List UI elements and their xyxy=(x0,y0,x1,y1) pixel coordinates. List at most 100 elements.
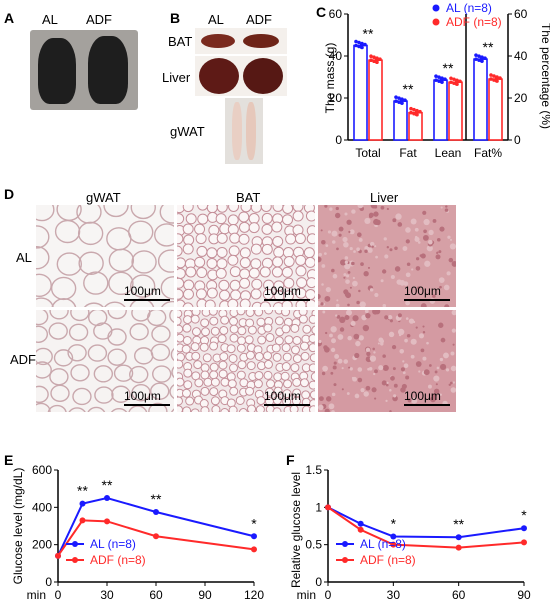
c-point xyxy=(412,107,416,112)
c-xtick-label: Lean xyxy=(435,146,462,160)
f-plot-legend-marker xyxy=(342,557,348,563)
c-point xyxy=(397,96,401,100)
scale-bar-1 xyxy=(124,299,170,301)
f-plot-significance: ** xyxy=(453,516,464,532)
e-plot-ytick-label: 0 xyxy=(45,575,52,589)
e-plot-point xyxy=(104,518,110,525)
f-plot-point xyxy=(455,534,462,541)
e-plot-point xyxy=(251,533,257,540)
scale-bar-3 xyxy=(404,299,450,301)
c-point xyxy=(415,112,419,117)
panel-b-row-gwat: gWAT xyxy=(170,124,205,139)
c-bar xyxy=(353,44,368,141)
chart-e: Glucose level (mg/dL) 0 200 400 600 0 30 60 90 1… xyxy=(11,463,264,602)
chart-e-ylabel: Glucose level (mg/dL) xyxy=(11,468,25,585)
c-y2tick-label: 40 xyxy=(514,49,528,63)
c-point xyxy=(415,108,419,113)
f-plot-ytick-label: 0.5 xyxy=(305,538,322,552)
c-point xyxy=(443,77,447,81)
f-plot-ytick-label: 0 xyxy=(315,575,322,589)
c-legend-label: ADF (n=8) xyxy=(446,15,502,29)
e-plot-point xyxy=(251,546,257,553)
f-plot-ytick-label: 1 xyxy=(315,500,322,514)
f-plot-point xyxy=(390,541,397,548)
c-point xyxy=(434,78,438,82)
panel-d-col-bat: BAT xyxy=(236,190,261,205)
f-plot-point xyxy=(325,504,331,511)
c-point xyxy=(360,45,364,50)
e-plot-point xyxy=(153,509,159,515)
c-point xyxy=(400,97,404,101)
e-plot-legend-marker xyxy=(72,541,78,547)
e-plot-point xyxy=(79,517,86,524)
c-bar xyxy=(473,58,488,141)
chart-c-plot: 0 20 40 60 0 20 40 60 Total ** Fat ** Lean ** Fat% ** AL… xyxy=(329,1,528,160)
gwat-photo xyxy=(225,98,263,164)
c-point xyxy=(480,59,484,63)
c-ytick-label: 0 xyxy=(335,133,342,147)
f-plot-xtick-label: 60 xyxy=(452,588,466,602)
bat-adf xyxy=(243,34,279,48)
f-plot-xtick-label: 90 xyxy=(517,588,531,602)
scale-text-5: 100μm xyxy=(264,389,301,403)
c-xtick-label: Fat% xyxy=(474,146,502,160)
c-point xyxy=(440,76,444,80)
gwat-adf xyxy=(246,102,256,160)
c-point xyxy=(477,58,481,62)
f-plot-ytick-label: 1.5 xyxy=(305,463,322,477)
e-plot-legend-marker xyxy=(72,557,78,563)
chart-c-y2label: The percentage (%) xyxy=(539,23,550,129)
e-plot-significance: * xyxy=(251,515,257,531)
chart-f-ylabel: Relative glucose level xyxy=(289,472,303,588)
f-plot-legend-label: ADF (n=8) xyxy=(360,553,416,567)
chart-c: The mass (g) The percentage (%) 02040600… xyxy=(323,1,550,160)
c-point xyxy=(455,78,459,83)
c-bar xyxy=(448,81,463,141)
panel-d-row-al: AL xyxy=(16,250,32,265)
micro-bat-al xyxy=(177,205,315,307)
bat-photo xyxy=(195,28,287,54)
c-bar xyxy=(488,78,503,141)
panel-letter-c: C xyxy=(316,4,327,20)
c-point xyxy=(409,110,413,115)
scale-text-1: 100μm xyxy=(124,284,161,298)
c-point xyxy=(495,75,499,79)
c-significance: ** xyxy=(363,26,374,42)
c-point xyxy=(394,99,398,103)
c-point xyxy=(375,60,379,64)
panel-b-col-adf: ADF xyxy=(246,12,272,27)
c-point xyxy=(495,79,499,83)
f-plot-point xyxy=(455,544,462,551)
e-plot-ytick-label: 600 xyxy=(32,463,52,477)
c-point xyxy=(452,81,456,86)
f-plot-xlabel: min xyxy=(297,588,316,602)
c-bar xyxy=(393,100,408,141)
scale-bar-2 xyxy=(264,299,310,301)
e-plot-point xyxy=(153,533,159,540)
c-point xyxy=(489,73,493,77)
c-xtick-label: Total xyxy=(355,146,380,160)
c-point xyxy=(440,80,444,84)
e-plot-significance: ** xyxy=(102,477,113,493)
e-plot-xtick-label: 120 xyxy=(244,588,264,602)
c-point xyxy=(372,55,376,59)
c-point xyxy=(452,77,456,82)
f-plot-significance: * xyxy=(391,515,397,531)
scale-text-2: 100μm xyxy=(264,284,301,298)
liver-photo xyxy=(195,56,287,96)
c-legend-marker xyxy=(432,4,440,12)
scale-text-6: 100μm xyxy=(404,389,441,403)
scale-bar-6 xyxy=(404,404,450,406)
c-legend-label: AL (n=8) xyxy=(446,1,492,15)
e-plot-point xyxy=(79,500,86,507)
micro-gwat-al xyxy=(36,205,174,307)
panel-letter-b: B xyxy=(170,10,181,26)
c-point xyxy=(437,79,441,83)
f-plot-series-line xyxy=(327,506,525,549)
c-point xyxy=(354,43,358,48)
mouse-photo xyxy=(30,30,138,110)
e-plot-legend-label: AL (n=8) xyxy=(90,537,136,551)
f-plot-point xyxy=(521,539,527,546)
c-point xyxy=(360,41,364,46)
